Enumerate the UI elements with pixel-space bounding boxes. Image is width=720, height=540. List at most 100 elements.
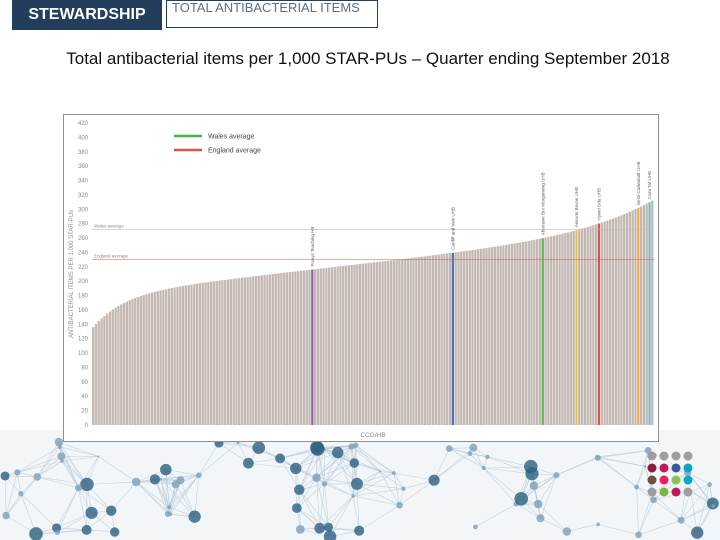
bar [254,276,258,425]
bar [460,251,463,425]
y-tick-label: 340 [78,179,89,185]
bar [313,269,317,425]
bar [316,268,320,425]
bar [550,236,553,425]
y-tick-label: 380 [78,150,89,156]
y-tick-label: 400 [78,135,89,141]
legend-label: Wales average [208,134,255,141]
bar [429,255,432,425]
bar [361,263,365,425]
bar [398,259,401,425]
bar [187,285,190,425]
bar [389,260,393,425]
bar [375,262,379,425]
bar [507,244,511,425]
bar [305,270,308,425]
highlighted-bar [648,202,651,425]
bar [600,222,603,425]
bar [106,313,109,425]
bar [609,219,612,425]
bar [159,290,162,425]
bar [243,277,247,425]
bar [432,255,435,425]
bar [165,289,168,425]
bar [578,229,581,425]
bar [569,231,572,425]
y-tick-label: 160 [78,308,89,314]
bar [426,255,429,425]
bar [583,227,587,425]
topic-label: TOTAL ANTIBACTERIAL ITEMS [166,0,378,28]
bar [322,268,325,425]
bar [491,247,494,425]
y-tick-label: 140 [78,322,89,328]
highlighted-bar [451,252,454,425]
bar [344,265,348,425]
bar [631,210,634,425]
bar [434,254,438,425]
section-label: STEWARDSHIP [12,0,162,30]
bar [325,267,328,425]
bar [462,251,466,425]
bar [229,279,232,425]
bar [594,224,598,425]
bar [381,261,384,425]
y-tick-label: 360 [78,164,89,170]
bar [156,291,159,425]
bar [108,311,112,425]
highlighted-bar [575,230,578,425]
y-tick-label: 200 [78,279,89,285]
bar [611,218,615,425]
bar-chart: 0 20 40 60 80 100 120 140 160 180 200 220 240 260 280 3… [69,121,654,439]
bar [454,252,457,425]
bar [350,265,353,425]
bar [117,306,120,425]
bar [370,262,373,425]
bar [358,264,362,425]
bar [153,291,157,425]
wales-average-label: Wales average [94,223,124,228]
bar [479,248,483,425]
bar [100,318,103,425]
bar [356,264,359,425]
bar [614,217,617,425]
bar [246,277,249,425]
bar [342,265,345,425]
bar [530,240,533,425]
bar [299,270,303,425]
bar [387,260,390,425]
bar [446,253,449,425]
bar [488,247,491,425]
bar [339,266,342,425]
bar [628,211,632,425]
bar [566,232,570,425]
bar [266,274,269,425]
bar [336,266,339,425]
bar [493,246,497,425]
logo-dot-grid [647,451,693,497]
bar [92,327,95,425]
bar [617,216,620,425]
bar [353,264,356,425]
bar [330,267,334,425]
highlight-label: Aneurin Bevan UHB [574,187,579,227]
england-average-label: England average [94,254,129,259]
y-tick-label: 240 [78,250,89,256]
bar [606,220,609,425]
y-tick-label: 60 [81,380,88,386]
bar [333,266,336,425]
bar [235,278,238,425]
bar [485,247,488,425]
x-axis-title: CCG/HB [360,432,385,439]
bar [195,283,199,425]
bar [294,271,297,425]
bar [285,272,289,425]
bar [535,239,539,425]
bar [406,258,410,425]
bar [249,276,252,425]
bar [204,282,207,425]
bar [210,281,213,425]
bar [271,274,275,425]
bar [561,233,564,425]
bar [516,242,519,425]
